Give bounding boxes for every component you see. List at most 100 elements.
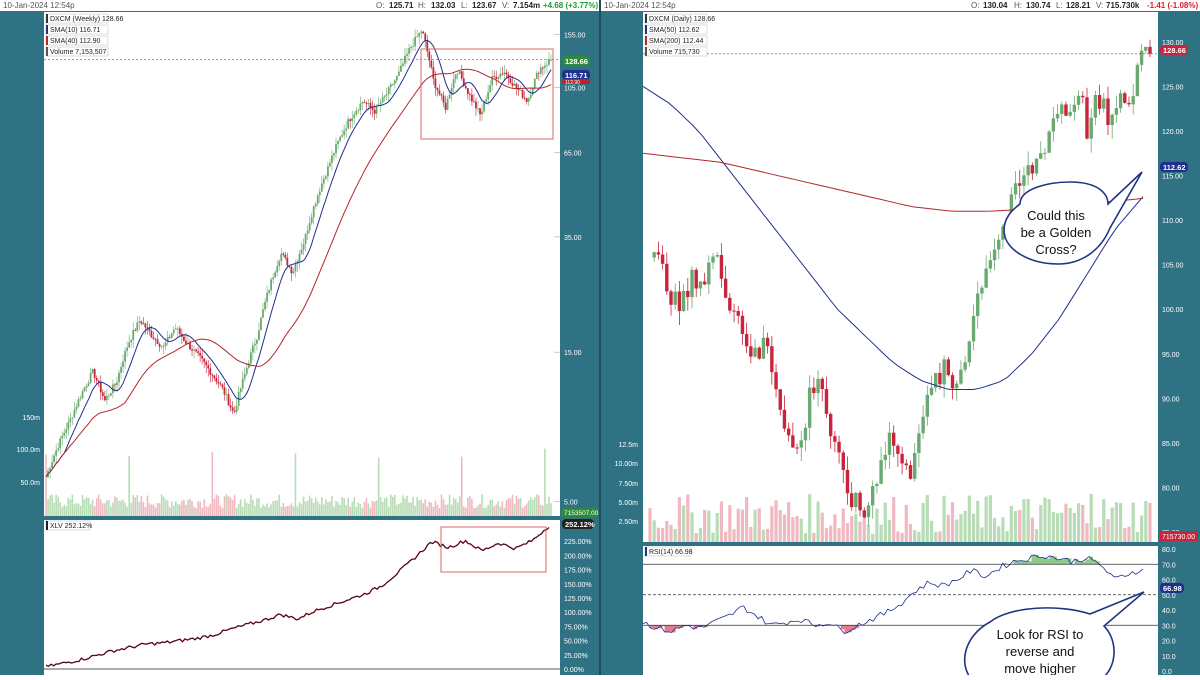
left-volume-bar	[512, 495, 514, 516]
left-volume-bar	[274, 501, 276, 516]
left-candle-body	[102, 392, 104, 396]
left-candle-body	[175, 329, 177, 330]
left-volume-bar	[396, 505, 398, 516]
left-volume-bar	[136, 495, 138, 516]
right-volume-bar	[1069, 508, 1072, 542]
left-volume-bar	[524, 506, 526, 516]
left-volume-bar	[431, 503, 433, 516]
left-candle-body	[323, 179, 325, 184]
right-volume-bar	[884, 503, 887, 542]
left-volume-bar	[124, 503, 126, 516]
left-candle-body	[258, 330, 260, 339]
rsi-callout-line-2: reverse and	[1006, 644, 1075, 659]
right-candle-body	[1022, 175, 1025, 185]
right-volume-bar	[1148, 503, 1151, 542]
left-candle-body	[305, 234, 307, 244]
left-candle-body	[402, 63, 404, 65]
left-candle-body	[280, 254, 282, 261]
left-volume-bar	[528, 501, 530, 516]
left-candle-body	[345, 129, 347, 131]
legend-swatch	[46, 14, 48, 23]
left-candle-body	[240, 388, 242, 392]
left-volume-bar	[264, 506, 266, 516]
right-candle-body	[1115, 108, 1118, 114]
right-volume-bar	[896, 531, 899, 542]
left-price-panel[interactable]	[44, 12, 560, 516]
right-volume-bar	[985, 497, 988, 542]
left-candle-body	[374, 110, 376, 114]
left-candle-body	[544, 66, 546, 68]
left-volume-bar	[449, 495, 451, 516]
left-price-tick: 15.00	[564, 350, 582, 357]
right-candle-body	[661, 255, 664, 264]
right-candle-body	[854, 493, 857, 507]
left-candle-body	[55, 450, 57, 455]
right-volume-bar	[812, 533, 815, 542]
right-volume-bar	[1039, 505, 1042, 542]
left-volume-bar	[207, 507, 209, 516]
right-volume-bar	[1010, 506, 1013, 542]
left-candle-body	[445, 103, 447, 110]
left-volume-bar	[65, 506, 67, 516]
left-volume-bar	[465, 508, 467, 516]
right-candle-body	[732, 311, 735, 312]
right-candle-body	[686, 291, 689, 297]
left-price-tick: 105.00	[564, 85, 586, 92]
right-candle-body	[858, 493, 861, 510]
left-candle-body	[169, 337, 171, 338]
right-candle-body	[993, 249, 996, 260]
right-volume-bar	[783, 514, 786, 542]
left-volume-bar	[532, 500, 534, 516]
left-volume-bar	[412, 497, 414, 516]
right-candle-body	[959, 370, 962, 384]
rsi-overbought-fill	[1060, 560, 1064, 565]
left-volume-bar	[327, 502, 329, 516]
right-candle-body	[791, 435, 794, 447]
left-candle-body	[406, 54, 408, 56]
left-candle-body	[353, 114, 355, 118]
left-candle-body	[151, 331, 153, 337]
left-candle-body	[497, 77, 499, 79]
right-volume-bar	[749, 527, 752, 542]
left-candle-body	[106, 396, 108, 400]
left-candle-body	[67, 422, 69, 429]
left-volume-bar	[437, 505, 439, 516]
left-volume-bar	[195, 508, 197, 516]
right-volume-bar	[1127, 527, 1130, 542]
rsi-overbought-fill	[1028, 561, 1032, 564]
right-candle-body	[1068, 112, 1071, 116]
left-volume-badge: 7153507.00	[564, 510, 599, 517]
left-volume-bar	[325, 499, 327, 516]
left-candle-body	[439, 90, 441, 94]
left-volume-bar	[236, 508, 238, 516]
right-volume-bar	[1031, 518, 1034, 542]
left-volume-bar	[410, 503, 412, 516]
right-volume-bar	[661, 528, 664, 542]
left-volume-bar	[254, 506, 256, 516]
right-volume-bar	[762, 530, 765, 542]
right-volume-badge: 715730.00	[1162, 534, 1195, 541]
rsi-tick: 70.0	[1162, 562, 1176, 569]
left-volume-bar	[502, 501, 504, 516]
left-candle-body	[132, 330, 134, 340]
right-volume-bar	[930, 521, 933, 542]
right-volume-bar	[703, 510, 706, 542]
right-price-tick: 85.00	[1162, 441, 1180, 448]
right-volume-bar	[926, 495, 929, 542]
left-candle-body	[493, 76, 495, 77]
right-candle-body	[850, 493, 853, 507]
left-volume-bar	[402, 495, 404, 516]
left-volume-bar	[203, 499, 205, 516]
left-candle-body	[124, 351, 126, 362]
right-candle-body	[795, 447, 798, 448]
left-volume-bar	[311, 499, 313, 516]
right-price-tick: 125.00	[1162, 84, 1184, 91]
left-xlv-panel[interactable]	[44, 520, 560, 675]
rsi-overbought-fill	[1031, 555, 1035, 564]
left-candle-body	[286, 258, 288, 266]
left-volume-bar	[51, 495, 53, 516]
left-candle-body	[505, 73, 507, 75]
left-candle-body	[171, 333, 173, 337]
left-candle-body	[264, 302, 266, 310]
